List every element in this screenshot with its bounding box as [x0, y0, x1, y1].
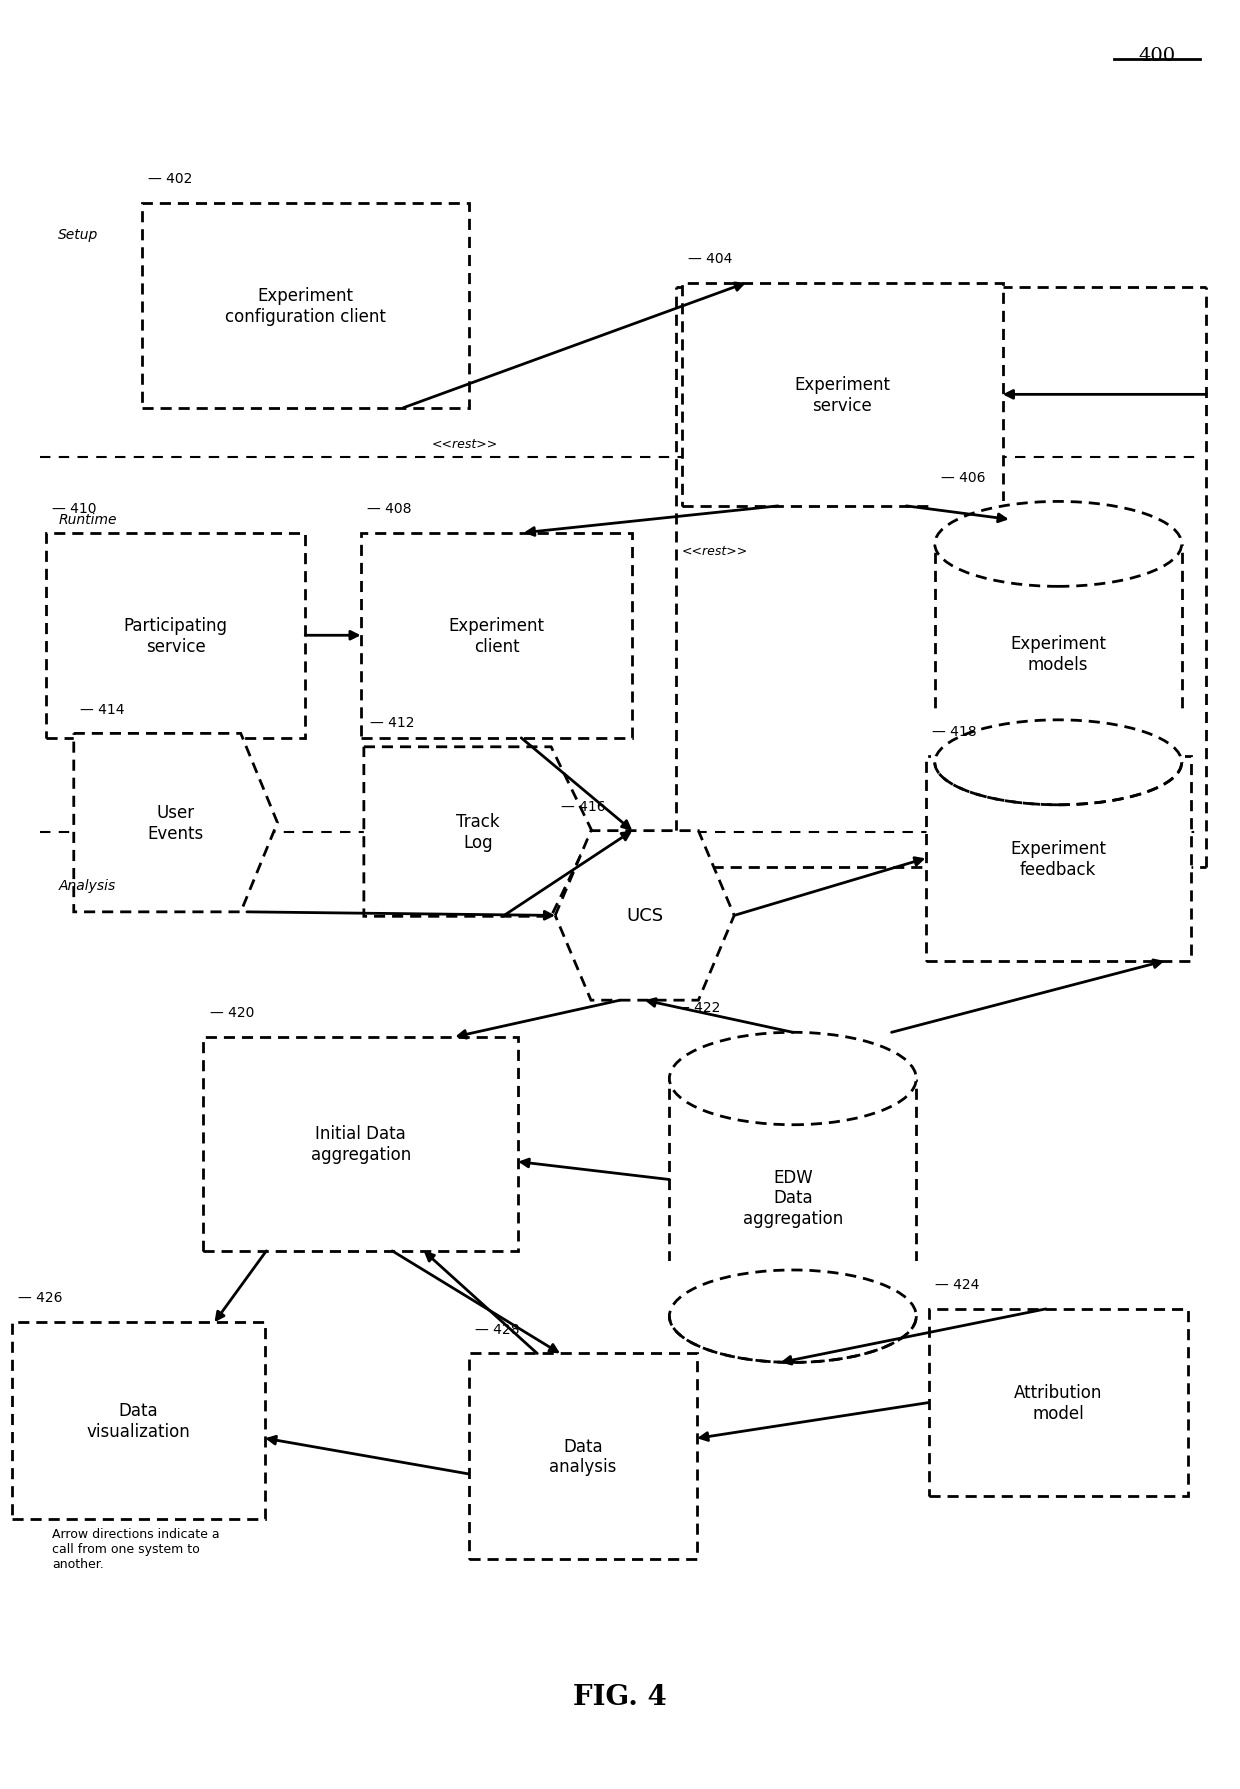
Text: Setup: Setup	[58, 227, 98, 242]
FancyBboxPatch shape	[46, 533, 305, 739]
Text: — 416: — 416	[562, 800, 606, 814]
FancyBboxPatch shape	[141, 204, 469, 408]
Text: Attribution
model: Attribution model	[1014, 1383, 1102, 1422]
Ellipse shape	[935, 721, 1182, 805]
Ellipse shape	[670, 1032, 916, 1125]
FancyBboxPatch shape	[925, 757, 1190, 961]
Text: — 414: — 414	[79, 701, 124, 716]
Text: Data
visualization: Data visualization	[87, 1401, 191, 1440]
Text: — 420: — 420	[210, 1005, 254, 1020]
Text: Data
analysis: Data analysis	[549, 1437, 616, 1476]
Text: UCS: UCS	[626, 907, 663, 925]
Text: Experiment
models: Experiment models	[1011, 635, 1106, 673]
Text: — 418: — 418	[931, 725, 976, 739]
Text: EDW
Data
aggregation: EDW Data aggregation	[743, 1168, 843, 1227]
Ellipse shape	[670, 1270, 916, 1363]
Text: — 426: — 426	[19, 1290, 63, 1304]
Text: — 412: — 412	[370, 716, 414, 730]
Text: Experiment
client: Experiment client	[449, 617, 544, 655]
Text: Arrow directions indicate a
call from one system to
another.: Arrow directions indicate a call from on…	[52, 1528, 219, 1571]
FancyBboxPatch shape	[12, 1322, 265, 1519]
Bar	[935, 503, 1182, 762]
Text: Initial Data
aggregation: Initial Data aggregation	[311, 1125, 410, 1163]
Text: — 408: — 408	[367, 501, 412, 515]
Text: — 402: — 402	[148, 172, 192, 186]
Polygon shape	[363, 748, 593, 916]
Text: Participating
service: Participating service	[124, 617, 228, 655]
Text: FIG. 4: FIG. 4	[573, 1683, 667, 1710]
Polygon shape	[556, 832, 734, 1000]
Text: Analysis: Analysis	[58, 878, 115, 893]
FancyBboxPatch shape	[682, 284, 1003, 506]
Text: Experiment
feedback: Experiment feedback	[1011, 839, 1106, 878]
Text: Track
Log: Track Log	[456, 812, 500, 852]
Text: <<rest>>: <<rest>>	[682, 544, 748, 558]
FancyBboxPatch shape	[361, 533, 632, 739]
Text: — 424: — 424	[935, 1277, 980, 1292]
Text: — 428: — 428	[475, 1322, 520, 1336]
Text: Experiment
service: Experiment service	[794, 376, 890, 415]
Text: Runtime: Runtime	[58, 513, 117, 528]
Text: — 410: — 410	[52, 501, 97, 515]
Text: — 404: — 404	[688, 252, 733, 267]
Bar	[931, 712, 1185, 762]
FancyBboxPatch shape	[203, 1038, 518, 1251]
Text: — 406: — 406	[941, 471, 986, 485]
Text: 400: 400	[1138, 47, 1176, 66]
Bar	[670, 1032, 916, 1317]
Text: Experiment
configuration client: Experiment configuration client	[224, 286, 386, 326]
FancyBboxPatch shape	[929, 1310, 1188, 1496]
Polygon shape	[73, 733, 278, 912]
Bar	[666, 1261, 920, 1317]
Ellipse shape	[935, 503, 1182, 587]
Text: <<rest>>: <<rest>>	[432, 438, 498, 451]
FancyBboxPatch shape	[469, 1354, 697, 1558]
Text: — 422: — 422	[676, 1000, 720, 1014]
Text: User
Events: User Events	[148, 803, 203, 843]
